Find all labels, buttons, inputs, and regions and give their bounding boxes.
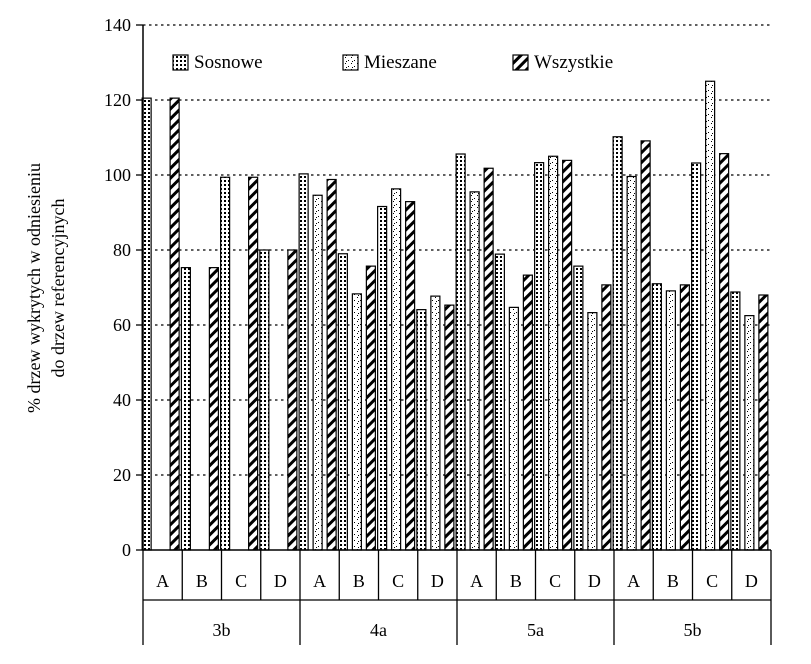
x-subcategory-label: B [353,571,365,591]
x-subcategory-label: C [706,571,718,591]
bar-wszystkie-5b-b [679,284,690,551]
bar-sosnowe-4a-c [377,205,388,551]
y-tick-label-100: 100 [104,165,131,185]
bar-sosnowe-5a-a [455,153,466,551]
x-subcategory-label: D [274,571,287,591]
x-subcategory-label: D [745,571,758,591]
x-subcategory-label: A [470,571,483,591]
x-group-label-3b: 3b [213,620,231,640]
bar-mieszane-5b-c [705,80,716,551]
bar-wszystkie-5a-c [562,159,573,551]
y-tick-label-80: 80 [113,240,131,260]
bar-sosnowe-5b-a [612,136,623,551]
bar-wszystkie-5a-b [522,274,533,551]
x-subcategory-label: A [156,571,169,591]
x-category-labels: A B C D A B C D A B C D A B C D 3b 4a 5a 5b [142,550,772,645]
bar-mieszane-4a-c [391,188,402,551]
bar-wszystkie-3b-d [287,249,298,551]
bar-mieszane-5a-d [587,312,598,551]
bar-mieszane-5b-d [744,315,755,551]
bar-mieszane-5b-b [665,290,676,551]
bar-sosnowe-5a-d [573,265,584,551]
bar-wszystkie-3b-a [169,97,180,551]
x-group-label-5a: 5a [527,620,544,640]
x-subcategory-label: A [313,571,326,591]
bar-wszystkie-3b-b [208,267,219,551]
bar-mieszane-5a-a [469,191,480,551]
bar-wszystkie-4a-a [326,178,337,551]
x-subcategory-label: C [549,571,561,591]
y-tick-label-40: 40 [113,390,131,410]
bar-mieszane-5a-b [508,306,519,551]
bar-sosnowe-5a-c [534,162,545,551]
bar-mieszane-4a-a [312,194,323,551]
bar-sosnowe-3b-b [180,267,191,551]
bar-wszystkie-3b-c [248,176,259,551]
x-subcategory-label: C [392,571,404,591]
y-tick-label-120: 120 [104,90,131,110]
legend-swatch-sosnowe [172,54,189,71]
x-subcategory-label: D [431,571,444,591]
bar-wszystkie-5a-a [483,167,494,551]
x-subcategory-label: A [627,571,640,591]
bar-sosnowe-3b-d [259,249,270,551]
bar-mieszane-5a-c [548,155,559,551]
x-subcategory-label: C [235,571,247,591]
bar-wszystkie-4a-d [444,304,455,551]
y-axis-title-line2: do drzew referencyjnych [48,199,68,378]
x-subcategory-label: B [196,571,208,591]
y-tick-label-60: 60 [113,315,131,335]
bar-wszystkie-4a-b [365,265,376,551]
bar-sosnowe-3b-c [220,176,231,551]
x-group-label-5b: 5b [684,620,702,640]
x-subcategory-label: B [667,571,679,591]
x-subcategory-label: D [588,571,601,591]
y-tick-label-0: 0 [122,540,131,560]
legend-swatch-mieszane [342,54,359,71]
bar-sosnowe-5b-b [651,283,662,551]
bar-wszystkie-5a-d [601,284,612,551]
bar-sosnowe-5a-b [494,253,505,551]
bar-wszystkie-4a-c [405,201,416,551]
legend: Sosnowe Mieszane Wszystkie [172,52,613,73]
bar-sosnowe-4a-d [416,309,427,551]
y-tick-label-140: 140 [104,15,131,35]
bar-sosnowe-4a-b [337,253,348,551]
legend-label-sosnowe: Sosnowe [194,52,263,73]
bars [141,80,769,551]
x-group-label-4a: 4a [370,620,387,640]
legend-swatch-wszystkie [512,54,529,71]
legend-label-mieszane: Mieszane [364,52,437,73]
bar-sosnowe-5b-d [730,291,741,551]
bar-wszystkie-5b-c [719,153,730,551]
y-axis-title-line1: % drzew wykrytych w odniesieniu [24,163,44,413]
bar-sosnowe-4a-a [298,173,309,551]
bar-wszystkie-5b-d [758,294,769,551]
bar-mieszane-4a-b [351,293,362,551]
bar-wszystkie-5b-a [640,140,651,551]
y-tick-labels: 0 20 40 60 80 100 120 140 [104,15,143,560]
y-axis-title: % drzew wykrytych w odniesieniu do drzew… [24,163,68,413]
bar-mieszane-4a-d [430,295,441,551]
bar-mieszane-5b-a [626,175,637,551]
bar-sosnowe-5b-c [691,162,702,551]
legend-label-wszystkie: Wszystkie [534,52,613,73]
y-tick-label-20: 20 [113,465,131,485]
x-subcategory-label: B [510,571,522,591]
